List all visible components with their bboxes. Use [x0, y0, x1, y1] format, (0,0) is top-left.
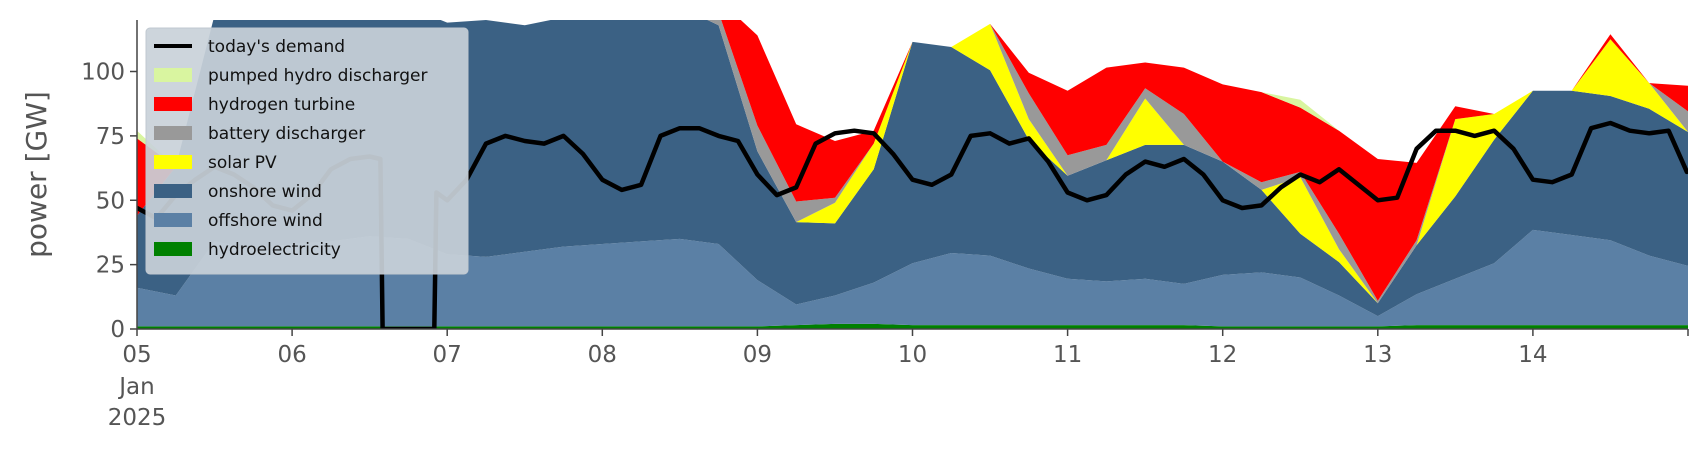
y-tick-label: 0 — [110, 317, 125, 343]
area-hydrogen-turbine — [137, 20, 1688, 301]
y-axis-title: power [GW] — [20, 91, 53, 258]
legend-swatch-hydroelectricity — [154, 242, 192, 256]
x-tick-label: 12 — [1208, 342, 1237, 368]
legend-label-battery-discharger: battery discharger — [208, 124, 365, 144]
x-tick-label: 09 — [743, 342, 772, 368]
area-offshore-wind — [137, 229, 1688, 327]
x-tick-year-label: 2025 — [108, 405, 167, 431]
legend-swatch-onshore-wind — [154, 184, 192, 198]
area-hydroelectricity — [137, 323, 1688, 329]
x-tick-label: 13 — [1363, 342, 1392, 368]
y-tick-label: 50 — [96, 188, 125, 214]
legend-swatch-battery-discharger — [154, 126, 192, 140]
legend-label-solar-pv: solar PV — [208, 153, 277, 173]
area-onshore-wind — [137, 20, 1688, 317]
x-tick-label: 08 — [588, 342, 617, 368]
x-tick-label: 11 — [1053, 342, 1082, 368]
area-solar-pv — [137, 20, 1688, 304]
legend-swatch-hydrogen-turbine — [154, 97, 192, 111]
x-tick-label: 07 — [433, 342, 462, 368]
legend-label-today-s-demand: today's demand — [208, 37, 345, 57]
x-tick-label: 14 — [1518, 342, 1547, 368]
legend-label-offshore-wind: offshore wind — [208, 211, 323, 231]
legend-box — [145, 27, 469, 275]
legend-swatch-pumped-hydro-discharger — [154, 68, 192, 82]
y-tick-label: 100 — [81, 60, 125, 86]
legend-label-pumped-hydro-discharger: pumped hydro discharger — [208, 66, 427, 86]
y-tick-label: 25 — [96, 253, 125, 279]
legend-swatch-solar-pv — [154, 155, 192, 169]
legend-label-onshore-wind: onshore wind — [208, 182, 322, 202]
legend: today's demand pumped hydro discharger hyd… — [145, 27, 469, 275]
y-tick-label: 75 — [96, 124, 125, 150]
x-tick-label: 10 — [898, 342, 927, 368]
x-tick-label: 05 — [122, 342, 151, 368]
stacked-areas — [137, 20, 1688, 329]
x-tick-month-label: Jan — [117, 374, 154, 400]
legend-swatch-offshore-wind — [154, 213, 192, 227]
legend-label-hydroelectricity: hydroelectricity — [208, 240, 341, 260]
legend-label-hydrogen-turbine: hydrogen turbine — [208, 95, 355, 115]
x-tick-label: 06 — [277, 342, 306, 368]
axes: 0 25 50 75 100 05 Jan 2025 06 07 08 09 10 11 12 13 14 pow… — [20, 20, 1689, 431]
